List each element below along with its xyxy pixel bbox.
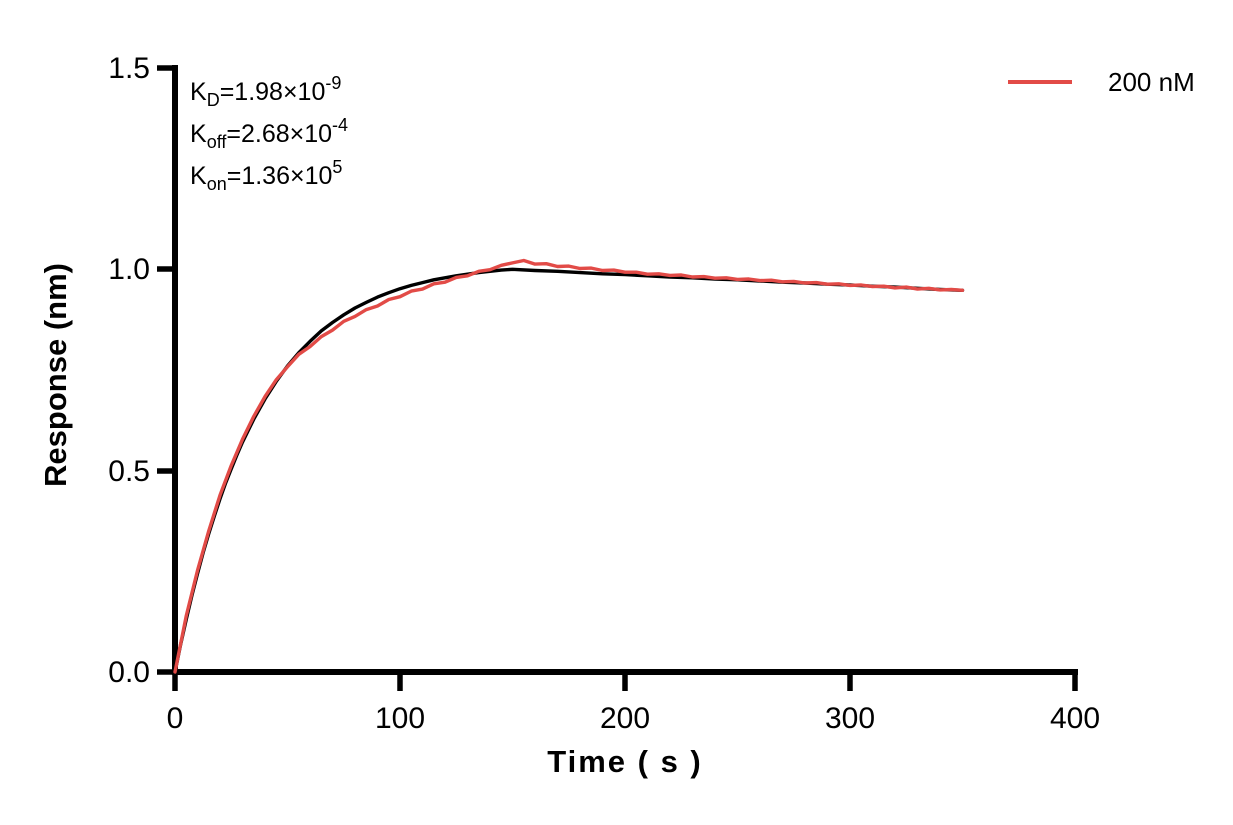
y-tick-label: 1.0	[108, 253, 150, 286]
kon-value: =1.36×10	[227, 162, 333, 190]
y-tick-marks	[157, 65, 175, 675]
x-tick-label: 400	[1050, 702, 1100, 735]
kd-exponent: -9	[325, 73, 341, 93]
kd-value: =1.98×10	[220, 78, 326, 106]
annotation-koff: Koff=2.68×10-4	[190, 115, 348, 152]
x-axis-title: Time ( s )	[547, 744, 703, 779]
y-tick-label: 1.5	[108, 52, 150, 85]
x-tick-marks	[172, 672, 1078, 691]
x-tick-label: 100	[375, 702, 425, 735]
data-curve-200nM	[173, 258, 965, 674]
kon-subscript: on	[207, 174, 227, 194]
x-tick-label: 300	[825, 702, 875, 735]
legend-label: 200 nM	[1108, 67, 1195, 97]
x-tick-label: 200	[600, 702, 650, 735]
koff-subscript: off	[207, 132, 228, 152]
x-tick-label: 0	[167, 702, 184, 735]
kd-symbol: K	[190, 78, 207, 106]
kd-subscript: D	[207, 90, 220, 110]
koff-symbol: K	[190, 120, 207, 148]
fit-curve	[173, 267, 965, 674]
koff-value: =2.68×10	[226, 120, 332, 148]
legend: 200 nM	[1008, 67, 1195, 97]
y-tick-label: 0.0	[108, 656, 150, 689]
kon-symbol: K	[190, 162, 207, 190]
y-axis-title: Response (nm)	[38, 263, 73, 487]
kon-exponent: 5	[332, 157, 342, 177]
annotation-kon: Kon=1.36×105	[190, 157, 342, 194]
koff-exponent: -4	[332, 115, 348, 135]
y-tick-label: 0.5	[108, 455, 150, 488]
annotation-kd: KD=1.98×10-9	[190, 73, 341, 110]
